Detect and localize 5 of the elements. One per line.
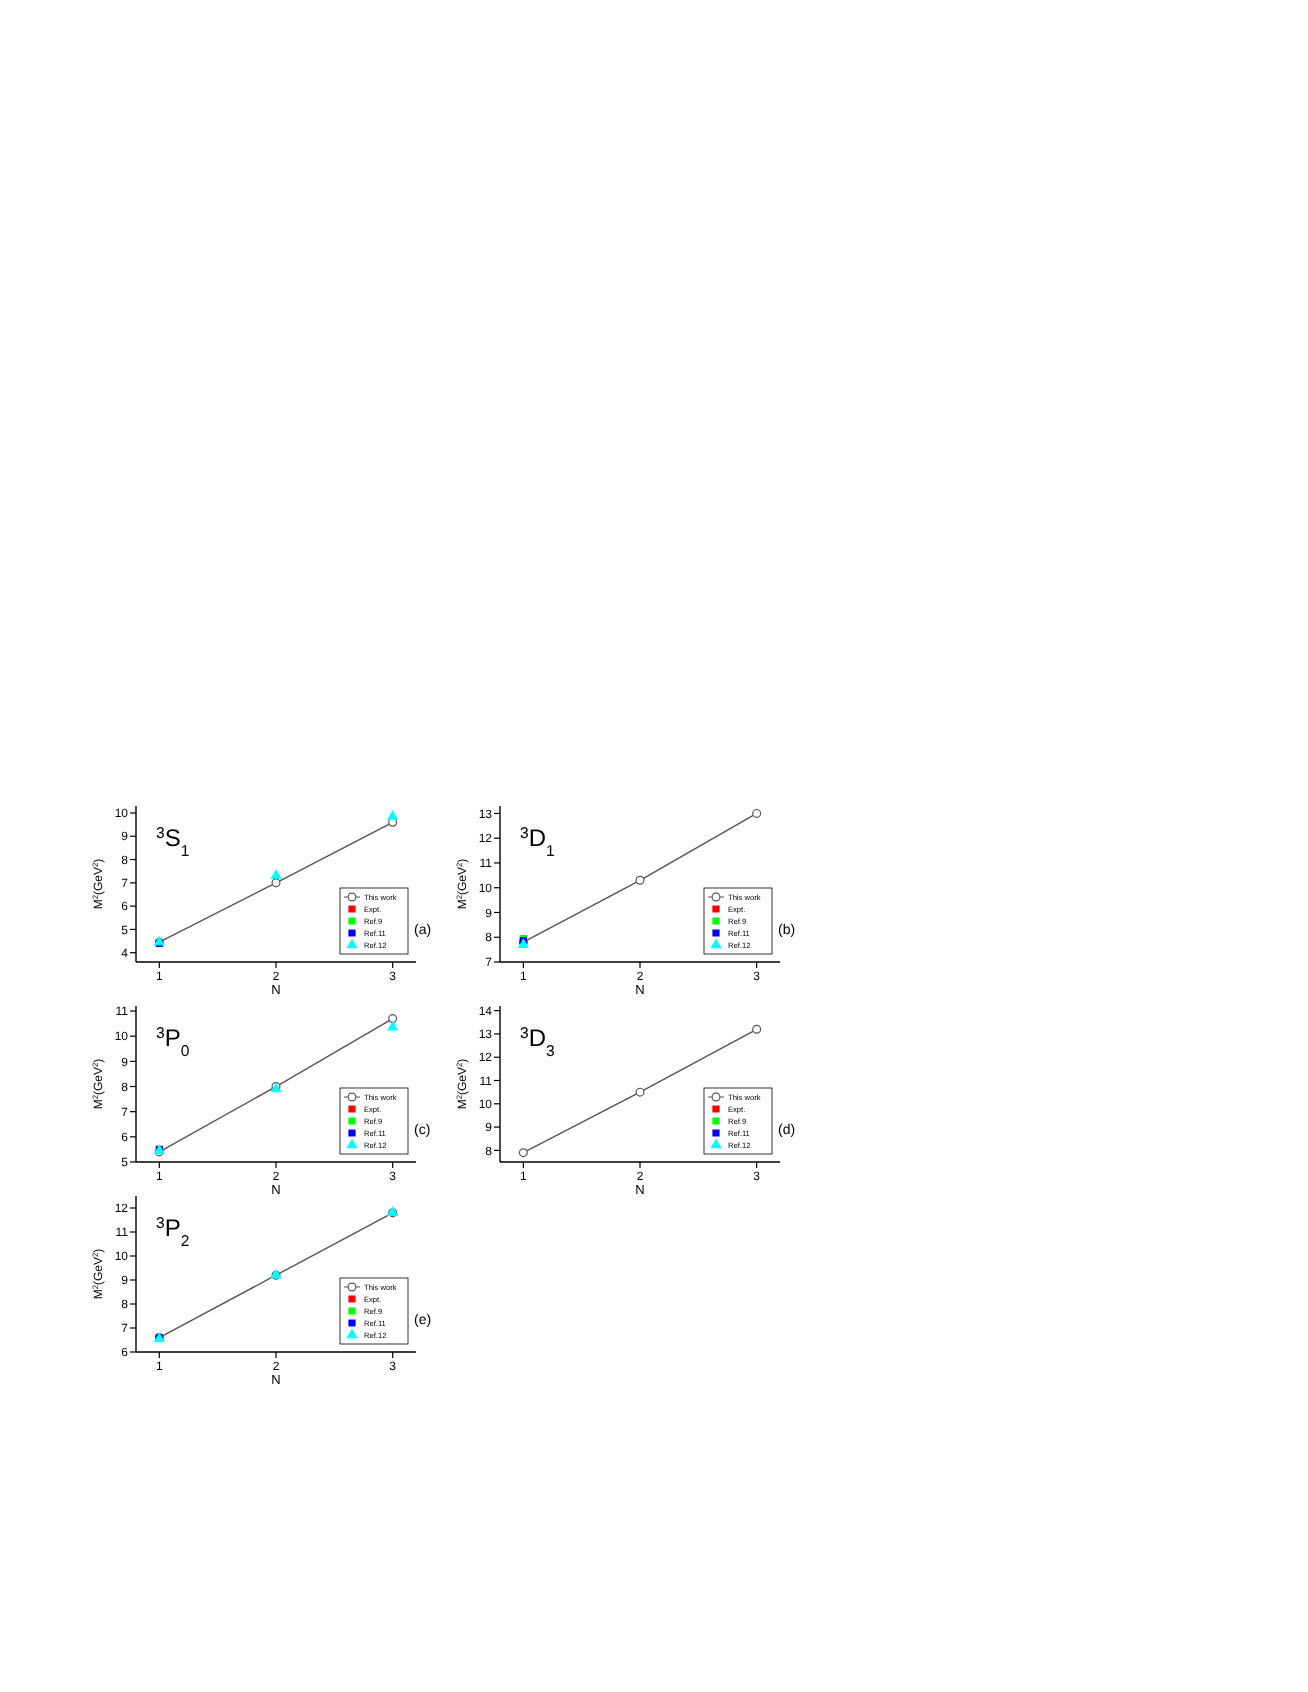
- text: $^{3}$P$_{2}$: [156, 1213, 190, 1249]
- text: $^{3}$D$_{3}$: [520, 1023, 555, 1059]
- text: $^{3}$D$_{1}$: [520, 823, 555, 859]
- text: $^{3}$S$_{1}$: [156, 823, 190, 859]
- text: $^{3}$P$_{0}$: [156, 1023, 191, 1059]
